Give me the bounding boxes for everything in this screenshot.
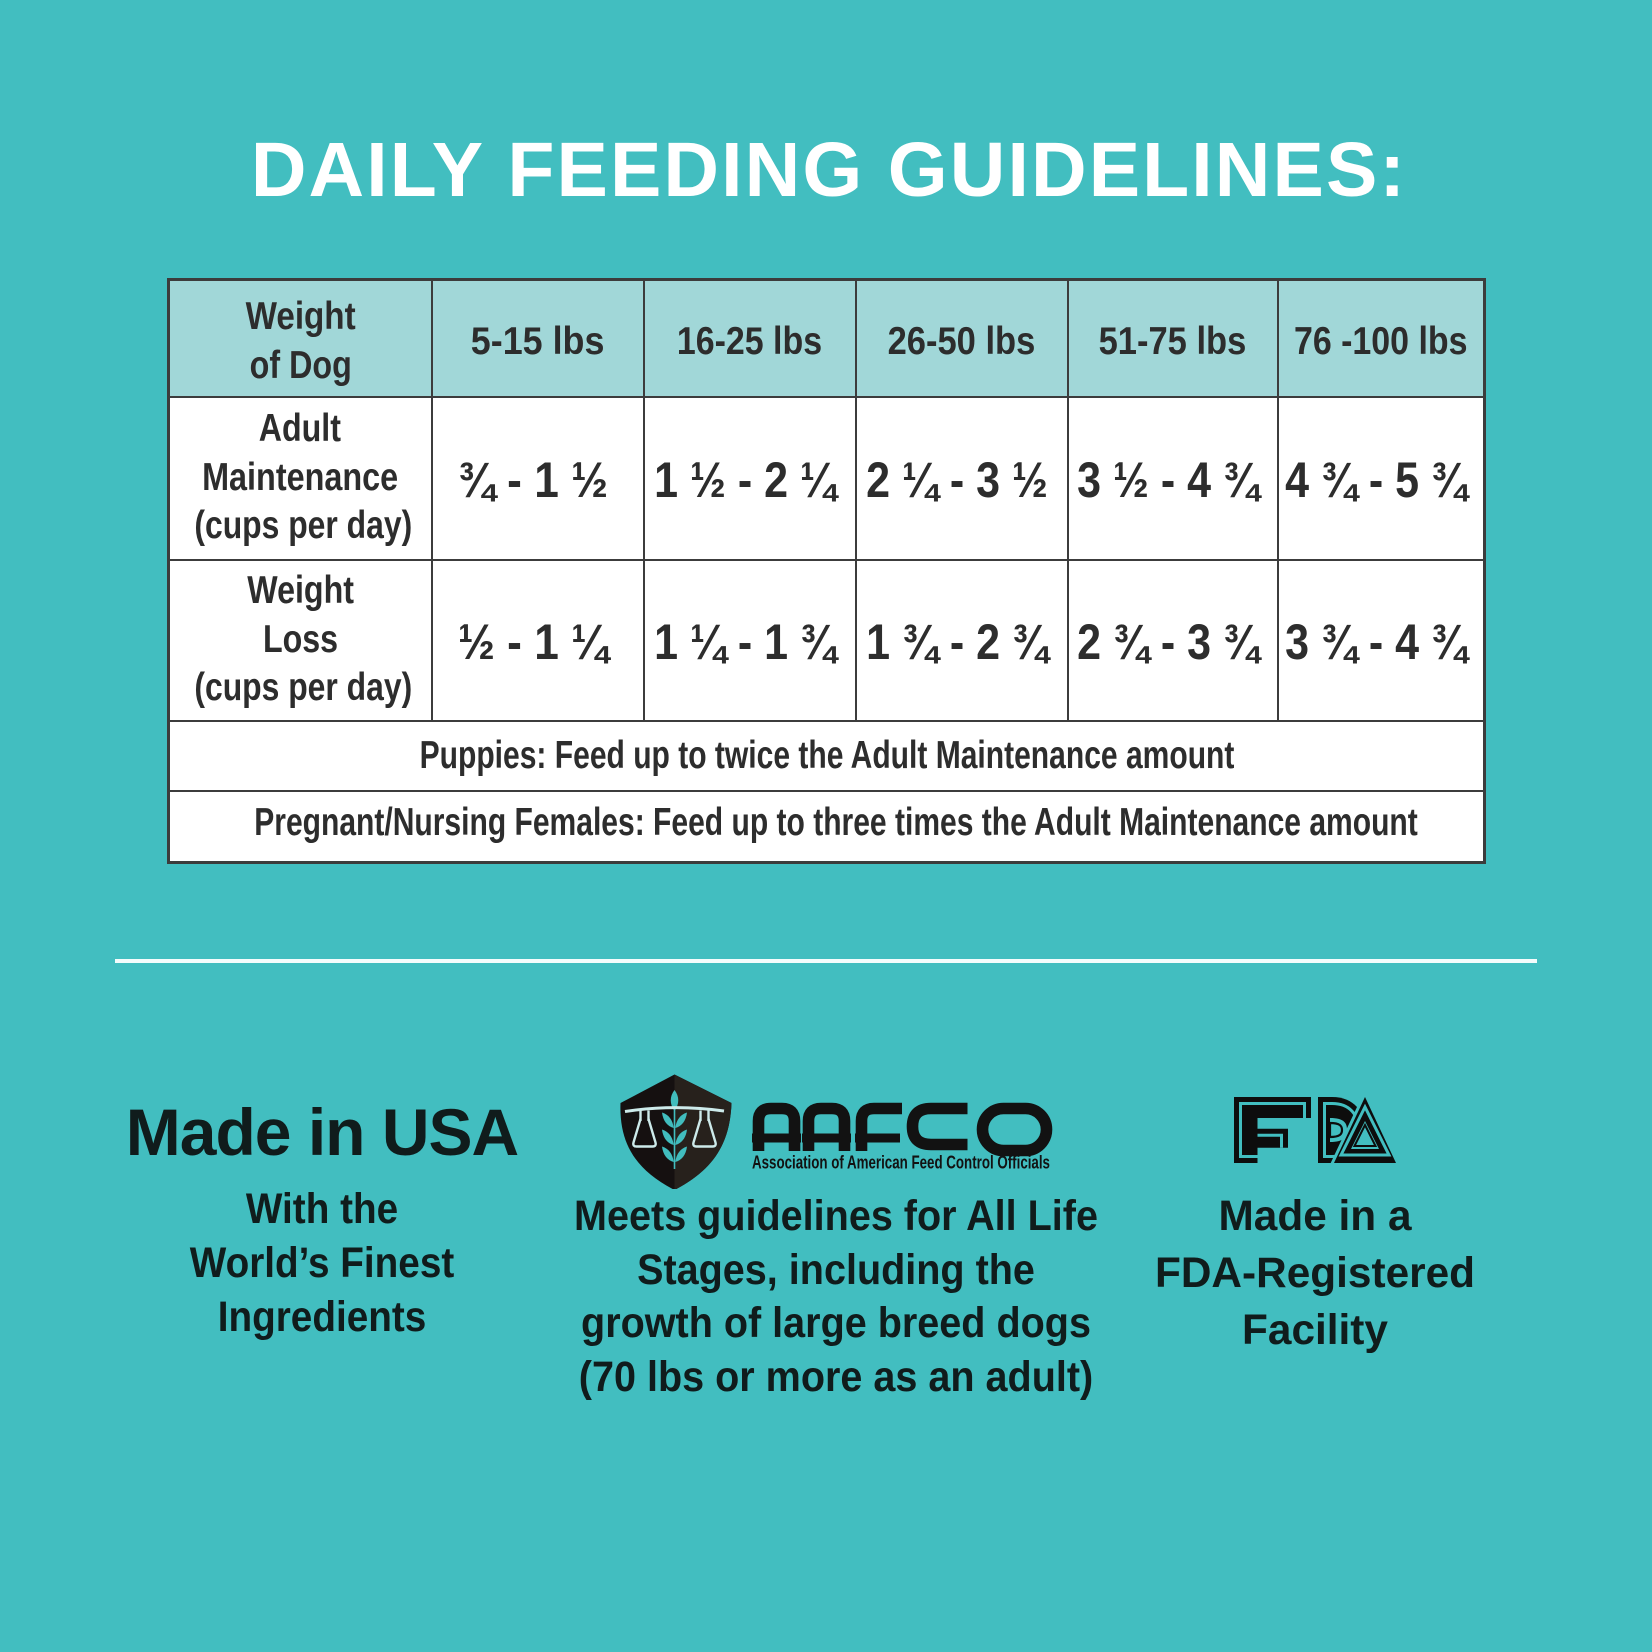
svg-text:Association of American Feed C: Association of American Feed Control Off… [752,1152,1050,1173]
